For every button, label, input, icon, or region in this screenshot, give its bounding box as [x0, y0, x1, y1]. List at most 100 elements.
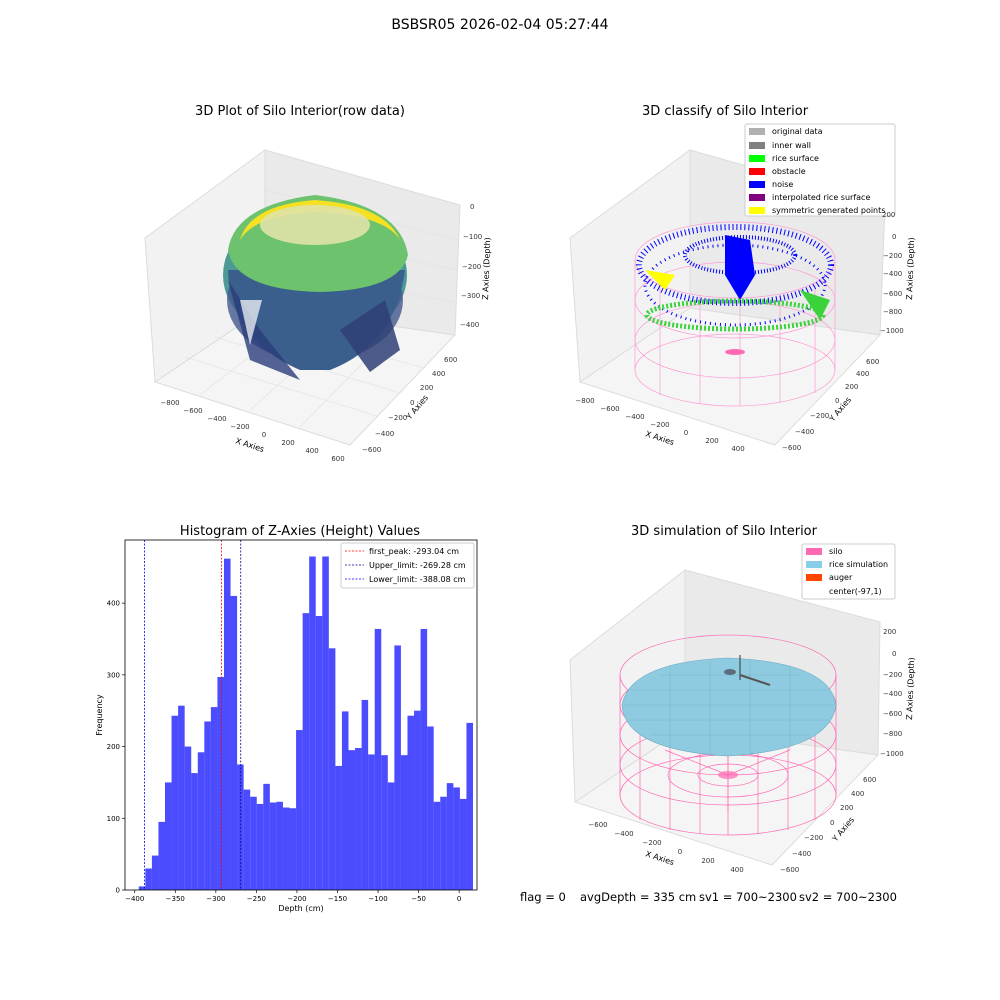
status-flag: flag = 0	[520, 890, 566, 904]
histogram-bar	[256, 803, 264, 890]
histogram-bar	[230, 595, 238, 890]
histogram-bar	[322, 556, 329, 890]
histogram-bar	[191, 773, 198, 890]
classify-ytick: 0	[835, 397, 839, 405]
classify-ztick: −600	[883, 290, 902, 298]
histogram-bar	[341, 711, 349, 890]
histogram-bar	[269, 802, 277, 890]
histogram-bar	[138, 886, 146, 890]
legend-label: original data	[772, 127, 823, 136]
histogram-xtick-label: −200	[287, 895, 306, 903]
histogram-bar	[394, 645, 401, 890]
histogram-legend	[340, 542, 475, 589]
histogram-bar	[387, 782, 395, 890]
histogram-bar	[263, 783, 270, 890]
simulation-plot-title: 3D simulation of Silo Interior	[631, 524, 817, 539]
status-sv1: sv1 = 700~2300	[699, 890, 797, 904]
raw-ytick: −600	[362, 446, 381, 454]
legend-label: first_peak: -293.04 cm	[369, 547, 459, 556]
classify-ztick: −200	[883, 252, 902, 260]
raw-xtick: −400	[207, 415, 226, 423]
histogram-xtick-label: −100	[368, 895, 387, 903]
simulation-ytick: −400	[792, 850, 811, 858]
histogram-bar	[250, 796, 257, 890]
classify-xlabel: X Axies	[644, 429, 675, 447]
histogram-ytick-label: 200	[107, 743, 120, 751]
raw-zlabel: Z Axies (Depth)	[481, 237, 492, 300]
simulation-ztick: −400	[883, 690, 902, 698]
classify-3d-plot: original data inner wall rice surface ob…	[569, 123, 916, 453]
legend-label: interpolated rice surface	[772, 193, 870, 202]
histogram-xtick-label: −50	[411, 895, 426, 903]
simulation-zlabel: Z Axies (Depth)	[905, 657, 916, 720]
histogram-bar	[217, 676, 224, 890]
classify-ztick: −800	[883, 308, 902, 316]
classify-xtick: 400	[731, 445, 744, 453]
legend-label: symmetric generated points	[772, 206, 885, 215]
histogram-bar	[440, 796, 447, 890]
classify-xtick: −400	[625, 413, 644, 421]
simulation-xtick: 400	[730, 866, 743, 874]
histogram-bar	[453, 787, 460, 890]
classify-xtick: 200	[705, 437, 718, 445]
raw-ytick: 400	[432, 370, 445, 378]
classify-xtick: −800	[575, 397, 594, 405]
simulation-ztick: −200	[883, 671, 902, 679]
simulation-ytick: 400	[851, 790, 864, 798]
histogram-bar	[197, 752, 205, 890]
simulation-xlabel: X Axies	[644, 849, 675, 867]
simulation-xtick: −600	[588, 821, 607, 829]
histogram-title: Histogram of Z-Axies (Height) Values	[179, 524, 421, 539]
legend-swatch	[749, 128, 765, 135]
raw-3d-plot: −800 −600 −400 −200 0 200 400 600 X Axie…	[144, 149, 492, 463]
simulation-ztick: −1000	[880, 750, 904, 758]
histogram-bar	[400, 755, 408, 890]
histogram-ylabel: Frequency	[95, 694, 104, 736]
histogram-xtick-label: 0	[457, 895, 461, 903]
histogram-bar	[223, 558, 231, 890]
raw-xlabel: X Axies	[234, 436, 265, 454]
simulation-ytick: −600	[780, 866, 799, 874]
raw-xtick: 600	[331, 455, 344, 463]
histogram-bar	[276, 801, 283, 890]
raw-ztick: −200	[462, 263, 481, 271]
classify-plot-title: 3D classify of Silo Interior	[641, 104, 809, 119]
simulation-ytick: 0	[830, 819, 834, 827]
histogram-bar	[158, 821, 166, 890]
histogram-bar	[407, 715, 415, 890]
classify-ytick: 600	[866, 358, 879, 366]
classify-legend	[744, 123, 896, 217]
simulation-ztick: −600	[883, 710, 902, 718]
legend-label: silo	[829, 547, 843, 556]
classify-ytick: −400	[795, 428, 814, 436]
raw-ztick: −100	[463, 233, 482, 241]
histogram-bar	[302, 613, 310, 890]
legend-label: noise	[772, 180, 793, 189]
raw-xtick: 200	[281, 439, 294, 447]
rice-simulation-surface	[621, 657, 837, 757]
classify-ytick: 200	[845, 383, 858, 391]
legend-swatch	[806, 548, 822, 555]
classify-points	[636, 224, 834, 355]
classify-ztick: −400	[883, 270, 902, 278]
histogram-ytick-label: 300	[107, 671, 120, 679]
status-avg-depth: avgDepth = 335 cm	[580, 890, 697, 904]
simulation-ztick: 200	[883, 628, 896, 636]
histogram-bar	[145, 868, 152, 890]
simulation-ztick: −800	[883, 730, 902, 738]
histogram-xlabel: Depth (cm)	[278, 904, 323, 913]
histogram-bar	[243, 789, 251, 890]
simulation-xtick: 200	[701, 857, 714, 865]
histogram-bar	[348, 750, 356, 890]
legend-label: obstacle	[772, 167, 806, 176]
legend-swatch	[749, 207, 765, 214]
histogram-bar	[374, 628, 382, 890]
histogram-xtick-label: −250	[247, 895, 266, 903]
classify-zlabel: Z Axies (Depth)	[905, 237, 916, 300]
raw-ztick: −300	[461, 292, 480, 300]
raw-xtick: −200	[230, 423, 249, 431]
histogram-ytick-label: 100	[107, 815, 120, 823]
simulation-xtick: −200	[642, 839, 661, 847]
figure-title: BSBSR05 2026-02-04 05:27:44	[391, 17, 609, 33]
histogram-xtick-label: −400	[125, 895, 144, 903]
